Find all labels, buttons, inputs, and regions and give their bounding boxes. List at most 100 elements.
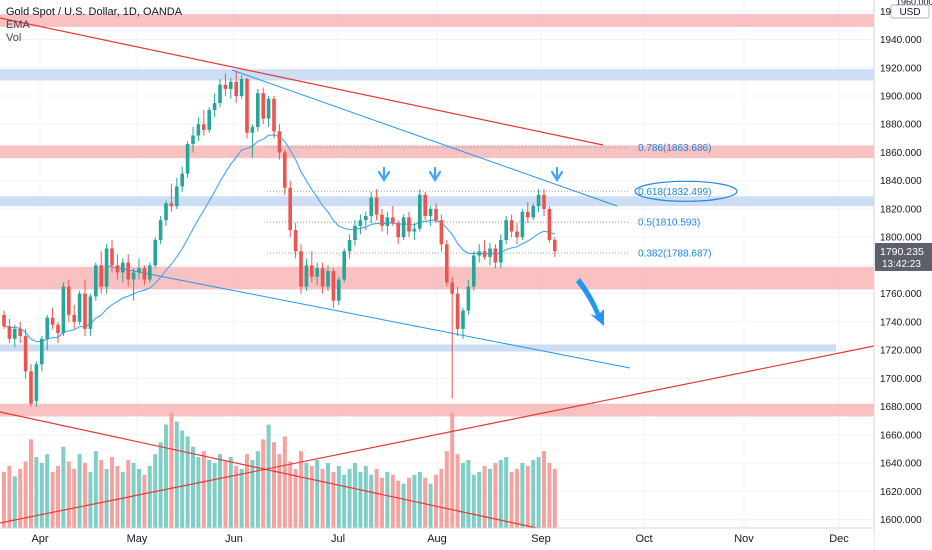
candle-body[interactable] — [256, 93, 260, 128]
last-price-tag[interactable] — [875, 242, 932, 271]
candle-body[interactable] — [245, 79, 249, 133]
zone-red-4[interactable] — [0, 266, 874, 290]
zone-blue-5[interactable] — [0, 344, 836, 352]
candle-body[interactable] — [239, 79, 244, 96]
zone-red-6[interactable] — [0, 403, 874, 417]
candle-body[interactable] — [461, 310, 465, 329]
candle-body[interactable] — [266, 98, 271, 119]
candle-body[interactable] — [40, 338, 44, 365]
candle-body[interactable] — [515, 231, 519, 238]
red-lower-trend-line[interactable] — [0, 411, 538, 529]
candle-body[interactable] — [115, 265, 120, 273]
candle-body[interactable] — [272, 98, 276, 132]
candle-body[interactable] — [423, 194, 427, 216]
fib-highlight-ellipse[interactable] — [634, 180, 738, 202]
candle-body[interactable] — [288, 187, 292, 231]
candle-body[interactable] — [466, 286, 471, 311]
candle-body[interactable] — [137, 268, 141, 273]
candle-body[interactable] — [536, 194, 541, 207]
candle-body[interactable] — [504, 220, 508, 240]
candle-body[interactable] — [277, 131, 282, 153]
candle-body[interactable] — [418, 194, 422, 229]
candle-body[interactable] — [23, 336, 28, 372]
candle-body[interactable] — [34, 364, 39, 401]
candle-body[interactable] — [380, 214, 384, 226]
candle-body[interactable] — [391, 217, 395, 224]
candle-body[interactable] — [353, 225, 357, 240]
fib-label[interactable]: 0.5(1810.593) — [638, 218, 700, 229]
candle-body[interactable] — [364, 216, 368, 221]
candle-body[interactable] — [67, 286, 71, 315]
candle-body[interactable] — [99, 265, 103, 287]
candle-body[interactable] — [202, 124, 206, 130]
candle-body[interactable] — [72, 314, 76, 322]
candle-body[interactable] — [77, 293, 82, 322]
candle-body[interactable] — [547, 208, 552, 240]
candle-body[interactable] — [180, 173, 184, 187]
candle-body[interactable] — [520, 211, 525, 238]
candle-body[interactable] — [315, 268, 319, 277]
candle-body[interactable] — [326, 271, 330, 287]
candle-body[interactable] — [439, 220, 444, 245]
candle-body[interactable] — [234, 81, 238, 96]
candle-body[interactable] — [342, 251, 346, 280]
candle-body[interactable] — [121, 262, 125, 273]
zone-red-2[interactable] — [0, 145, 874, 159]
candle-body[interactable] — [261, 93, 265, 119]
candle-body[interactable] — [110, 248, 114, 266]
candle-body[interactable] — [229, 81, 233, 89]
candle-body[interactable] — [88, 296, 93, 329]
candle-body[interactable] — [310, 265, 314, 277]
candle-body[interactable] — [7, 326, 12, 339]
candle-body[interactable] — [553, 240, 557, 252]
candle-body[interactable] — [191, 135, 195, 144]
candle-body[interactable] — [175, 186, 179, 207]
candle-body[interactable] — [164, 203, 168, 221]
zone-blue-1[interactable] — [0, 69, 874, 81]
red-downtrend-line[interactable] — [0, 17, 604, 146]
candle-body[interactable] — [412, 228, 417, 232]
candle-body[interactable] — [56, 324, 60, 334]
zone-red-0[interactable] — [0, 14, 874, 27]
candle-body[interactable] — [223, 84, 228, 89]
candle-body[interactable] — [250, 127, 255, 133]
volume-indicator-label[interactable]: Vol — [6, 32, 22, 44]
currency-label[interactable]: USD — [899, 7, 920, 18]
candle-body[interactable] — [331, 271, 336, 301]
candle-body[interactable] — [304, 265, 309, 287]
blue-resistance-line[interactable] — [231, 69, 618, 207]
candle-body[interactable] — [369, 197, 373, 216]
candle-body[interactable] — [526, 211, 530, 218]
candle-body[interactable] — [401, 217, 406, 238]
candle-body[interactable] — [385, 217, 390, 226]
currency-badge[interactable] — [890, 4, 930, 19]
candle-body[interactable] — [29, 371, 33, 404]
symbol-title[interactable]: Gold Spot / U.S. Dollar, 1D, OANDA — [6, 6, 183, 18]
candle-body[interactable] — [185, 144, 190, 174]
candle-body[interactable] — [450, 282, 454, 294]
projection-arrow-icon[interactable] — [576, 278, 604, 326]
candle-body[interactable] — [347, 240, 352, 252]
candle-body[interactable] — [482, 251, 487, 257]
candle-body[interactable] — [320, 268, 325, 287]
blue-support-line[interactable] — [107, 265, 631, 369]
candle-body[interactable] — [407, 217, 411, 232]
red-uptrend-line[interactable] — [0, 345, 875, 524]
candle-body[interactable] — [396, 223, 400, 238]
candle-body[interactable] — [142, 268, 147, 280]
candle-body[interactable] — [218, 84, 222, 104]
candle-body[interactable] — [283, 152, 287, 188]
candle-body[interactable] — [148, 265, 152, 280]
candle-body[interactable] — [196, 124, 201, 136]
candle-body[interactable] — [445, 244, 449, 283]
candle-body[interactable] — [158, 220, 163, 240]
candle-body[interactable] — [212, 103, 217, 111]
candle-body[interactable] — [374, 197, 379, 215]
candle-body[interactable] — [94, 265, 98, 297]
candle-body[interactable] — [434, 208, 438, 221]
candle-body[interactable] — [2, 314, 6, 327]
fib-label[interactable]: 0.786(1863.686) — [638, 143, 711, 154]
candle-body[interactable] — [207, 110, 211, 130]
candle-body[interactable] — [50, 317, 55, 325]
